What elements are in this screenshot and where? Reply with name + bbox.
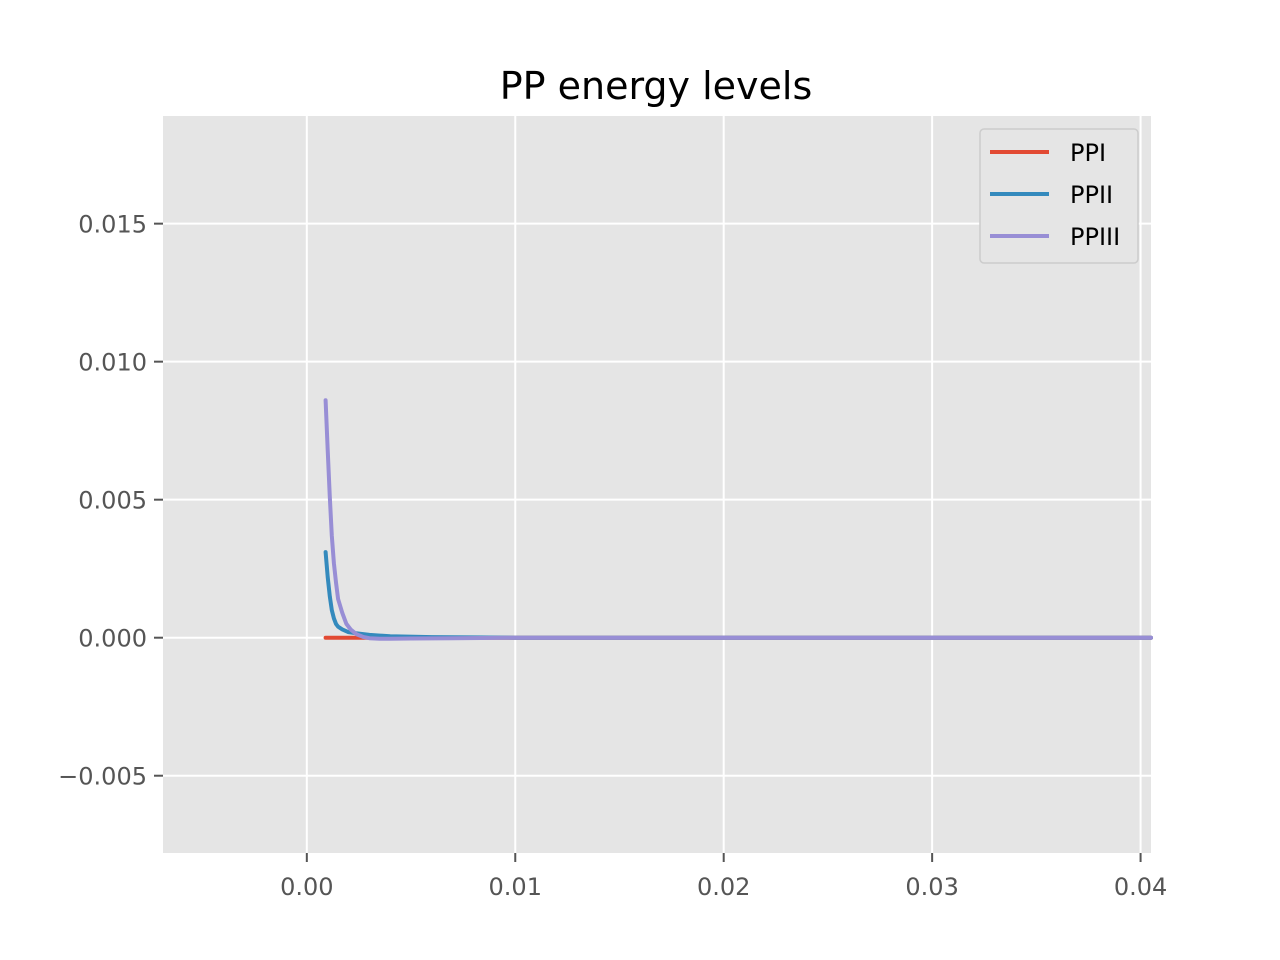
x-tick-label: 0.01 xyxy=(489,873,542,901)
y-tick-label: 0.000 xyxy=(78,625,147,653)
x-tick-label: 0.00 xyxy=(280,873,333,901)
y-tick-label: 0.015 xyxy=(78,211,147,239)
y-tick-label: 0.010 xyxy=(78,349,147,377)
chart-title: PP energy levels xyxy=(500,64,813,108)
x-tick-label: 0.02 xyxy=(697,873,750,901)
y-tick-label: −0.005 xyxy=(58,763,147,791)
legend-label: PPII xyxy=(1070,181,1113,209)
y-tick-label: 0.005 xyxy=(78,487,147,515)
series-line-ppiii xyxy=(323,398,1153,641)
series-lines xyxy=(323,398,1153,641)
x-tick-label: 0.04 xyxy=(1114,873,1167,901)
legend-label: PPI xyxy=(1070,139,1106,167)
legend: PPI PPII PPIII xyxy=(979,128,1139,264)
legend-label: PPIII xyxy=(1070,223,1120,251)
legend-box xyxy=(979,128,1139,264)
x-tick-label: 0.03 xyxy=(905,873,958,901)
axis-ticks: 0.00 0.01 0.02 0.03 0.04 −0.005 0.000 0.005 0.01… xyxy=(58,211,1167,901)
